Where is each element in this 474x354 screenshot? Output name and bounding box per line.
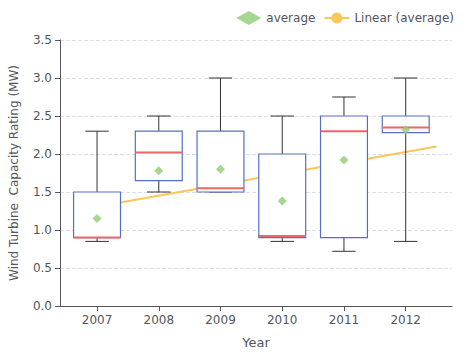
svg-text:3.5: 3.5 [33, 33, 52, 47]
svg-text:2008: 2008 [143, 313, 174, 327]
svg-text:Linear (average): Linear (average) [354, 11, 454, 25]
svg-text:2.0: 2.0 [33, 147, 52, 161]
svg-text:2012: 2012 [390, 313, 421, 327]
svg-text:2010: 2010 [267, 313, 298, 327]
svg-text:2.5: 2.5 [33, 109, 52, 123]
svg-text:3.0: 3.0 [33, 71, 52, 85]
svg-text:Year: Year [241, 335, 270, 350]
svg-text:average: average [266, 11, 315, 25]
svg-text:1.0: 1.0 [33, 223, 52, 237]
svg-text:2011: 2011 [329, 313, 360, 327]
svg-text:2007: 2007 [82, 313, 113, 327]
svg-text:Wind Turbine Capacity Rating: Wind Turbine Capacity Rating (MW) [7, 65, 21, 281]
svg-text:1.5: 1.5 [33, 185, 52, 199]
svg-text:0.0: 0.0 [33, 299, 52, 313]
svg-text:0.5: 0.5 [33, 261, 52, 275]
svg-text:2009: 2009 [205, 313, 236, 327]
